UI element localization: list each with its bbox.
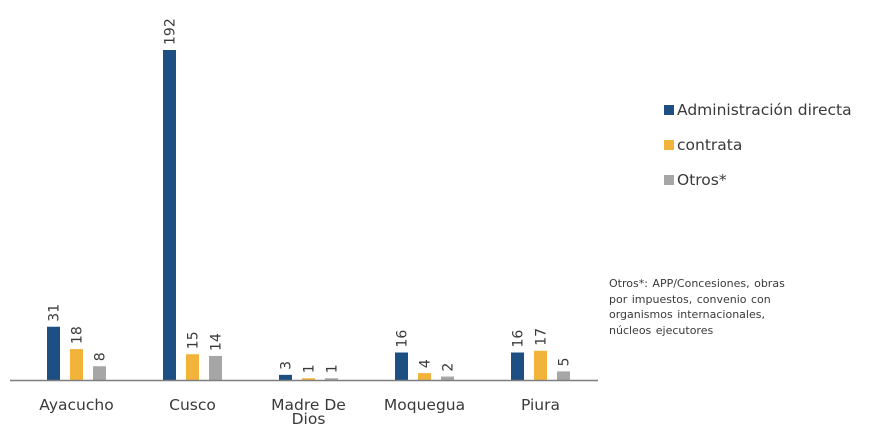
data-label: 1 xyxy=(302,364,318,373)
bar-cusco-s2 xyxy=(209,355,222,380)
bar-piura-s1 xyxy=(534,350,547,380)
data-label: 3 xyxy=(279,361,295,370)
bar-moquegua-s2 xyxy=(441,376,454,380)
bar-piura-s0 xyxy=(511,352,524,380)
data-label: 5 xyxy=(557,357,573,366)
data-label: 4 xyxy=(418,359,434,368)
data-label: 192 xyxy=(163,18,179,45)
legend-swatch xyxy=(664,174,674,185)
legend-item-administracion-directa: Administración directa xyxy=(664,92,852,127)
bar-cusco-s0 xyxy=(163,50,176,380)
legend-swatch xyxy=(664,139,674,150)
data-label: 16 xyxy=(511,330,527,348)
data-label: 18 xyxy=(70,326,86,344)
x-tick-labels-layer: Ayacucho Cusco Madre De Dios Moquegua Piura xyxy=(39,396,560,428)
bar-madre-de-dios-s1 xyxy=(302,378,315,380)
bar-ayacucho-s2 xyxy=(93,366,106,380)
legend: Administración directa contrata Otros* xyxy=(664,92,852,197)
legend-item-contrata: contrata xyxy=(664,127,852,162)
bar-madre-de-dios-s2 xyxy=(325,378,338,380)
legend-label: Otros* xyxy=(677,170,727,189)
legend-item-otros: Otros* xyxy=(664,162,852,197)
x-tick-label: Piura xyxy=(521,396,560,414)
legend-label: Administración directa xyxy=(677,100,852,119)
data-label: 17 xyxy=(534,328,550,346)
bar-moquegua-s1 xyxy=(418,373,431,380)
legend-swatch xyxy=(664,104,674,115)
bar-madre-de-dios-s0 xyxy=(279,374,292,380)
bar-cusco-s1 xyxy=(186,354,199,380)
footnote: Otros*: APP/Concesiones, obras por impue… xyxy=(609,277,785,337)
bar-piura-s2 xyxy=(557,371,570,380)
legend-label: contrata xyxy=(677,135,743,154)
data-label: 15 xyxy=(186,331,202,349)
bar-moquegua-s0 xyxy=(395,352,408,380)
data-label: 14 xyxy=(209,333,225,351)
data-label: 2 xyxy=(441,363,457,372)
x-tick-label: Ayacucho xyxy=(39,396,113,414)
data-label: 1 xyxy=(325,364,341,373)
data-label: 16 xyxy=(395,330,411,348)
bar-ayacucho-s0 xyxy=(47,326,60,380)
x-tick-label: Cusco xyxy=(169,396,216,414)
bar-ayacucho-s1 xyxy=(70,349,83,380)
x-tick-label: Madre De Dios xyxy=(271,396,346,428)
data-label: 31 xyxy=(47,304,63,322)
x-tick-label: Moquegua xyxy=(384,396,465,414)
bars-layer xyxy=(47,50,570,380)
data-label: 8 xyxy=(93,352,109,361)
